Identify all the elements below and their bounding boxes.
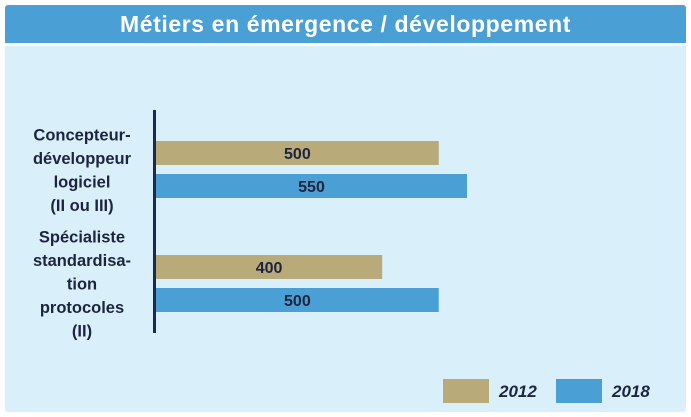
category-label-1-line-3: logiciel xyxy=(54,173,111,191)
data-label-2012-category-2: 400 xyxy=(256,260,283,277)
category-label-1-line-2: développeur xyxy=(33,150,132,168)
legend-label-2018: 2018 xyxy=(611,382,650,401)
data-label-2012-category-1: 500 xyxy=(284,146,311,163)
data-label-2018-category-1: 550 xyxy=(298,179,325,196)
data-label-2018-category-2: 500 xyxy=(284,293,311,310)
bar-2018-category-1 xyxy=(156,174,468,198)
bar-2018-category-2 xyxy=(156,288,439,312)
category-label-2-line-1: Spécialiste xyxy=(39,229,125,247)
category-label-2-line-4: protocoles xyxy=(40,299,124,317)
category-label-2-line-5: (II) xyxy=(72,323,92,341)
category-label-1-line-4: (II ou III) xyxy=(50,197,113,215)
category-label-1-line-1: Concepteur- xyxy=(33,126,130,144)
legend-swatch-2018 xyxy=(556,379,602,403)
bar-2012-category-2 xyxy=(156,255,383,279)
chart-panel: Métiers en émergence / développement xyxy=(5,5,686,412)
legend-label-2012: 2012 xyxy=(498,382,537,401)
legend-swatch-2012 xyxy=(443,379,489,403)
category-label-2-line-3: tion xyxy=(67,276,97,294)
bar-2012-category-1 xyxy=(156,141,439,165)
chart-title: Métiers en émergence / développement xyxy=(5,5,686,46)
category-label-2-line-2: standardisa- xyxy=(33,252,131,270)
